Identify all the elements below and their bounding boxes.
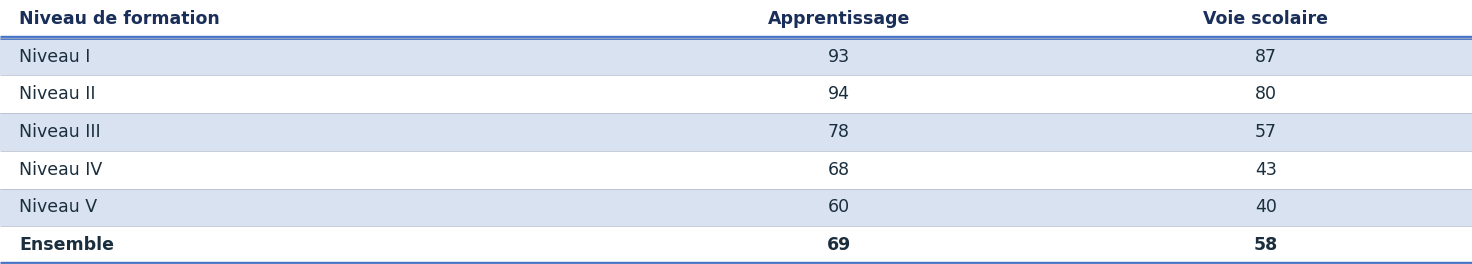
Text: Niveau IV: Niveau IV [19, 161, 103, 179]
Text: 58: 58 [1254, 236, 1278, 254]
Bar [0, 113, 1472, 151]
Bar [0, 38, 1472, 76]
Text: 57: 57 [1256, 123, 1276, 141]
Text: 80: 80 [1256, 85, 1276, 103]
Text: Niveau V: Niveau V [19, 199, 97, 216]
Text: Voie scolaire: Voie scolaire [1204, 10, 1328, 28]
Text: Ensemble: Ensemble [19, 236, 115, 254]
Text: Apprentissage: Apprentissage [768, 10, 910, 28]
Text: Niveau II: Niveau II [19, 85, 96, 103]
Text: 93: 93 [827, 48, 851, 65]
Text: 69: 69 [827, 236, 851, 254]
Bar [0, 151, 1472, 188]
Text: 40: 40 [1256, 199, 1276, 216]
Bar [0, 226, 1472, 264]
Text: 94: 94 [829, 85, 849, 103]
Text: Niveau I: Niveau I [19, 48, 90, 65]
Bar [0, 76, 1472, 113]
Text: 60: 60 [827, 199, 851, 216]
Text: 87: 87 [1256, 48, 1276, 65]
Text: 78: 78 [829, 123, 849, 141]
Text: 68: 68 [827, 161, 851, 179]
Bar [0, 188, 1472, 226]
Text: Niveau de formation: Niveau de formation [19, 10, 219, 28]
Bar [0, 0, 1472, 38]
Text: Niveau III: Niveau III [19, 123, 100, 141]
Text: 43: 43 [1256, 161, 1276, 179]
